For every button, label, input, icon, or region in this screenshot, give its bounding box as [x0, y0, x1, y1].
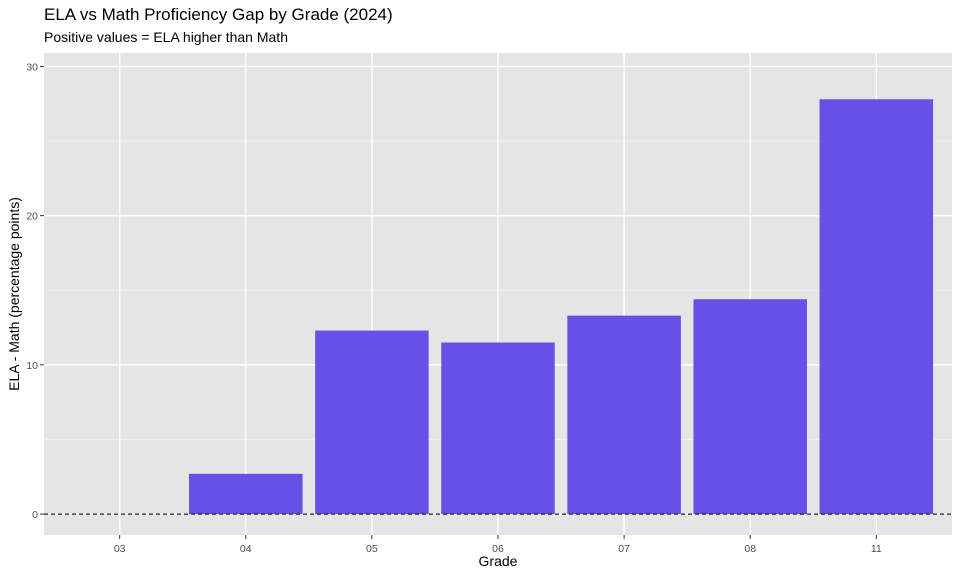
x-tick-label: 11 — [871, 543, 882, 555]
bar-06 — [441, 342, 555, 515]
bar-08 — [693, 299, 807, 515]
y-tick-label: 10 — [26, 360, 38, 372]
y-axis-title: ELA - Math (percentage points) — [6, 197, 22, 391]
x-axis-title: Grade — [479, 553, 518, 569]
x-tick-label: 07 — [618, 543, 630, 555]
x-tick-label: 08 — [744, 543, 756, 555]
y-tick-label: 20 — [26, 211, 38, 223]
bars — [189, 99, 934, 515]
y-tick-label: 30 — [26, 61, 38, 73]
x-axis-ticks: 03 04 05 06 07 08 11 — [114, 535, 882, 555]
x-tick-label: 06 — [492, 543, 504, 555]
bar-05 — [315, 330, 429, 515]
y-tick-label: 0 — [32, 509, 38, 521]
bar-11 — [819, 99, 934, 515]
bar-07 — [567, 315, 681, 515]
bar-04 — [189, 473, 303, 515]
x-tick-label: 04 — [240, 543, 252, 555]
x-tick-label: 05 — [366, 543, 378, 555]
y-axis-ticks: 0 10 20 30 — [26, 61, 44, 521]
x-tick-label: 03 — [114, 543, 126, 555]
chart-title: ELA vs Math Proficiency Gap by Grade (20… — [44, 5, 393, 24]
chart-subtitle: Positive values = ELA higher than Math — [44, 29, 288, 45]
